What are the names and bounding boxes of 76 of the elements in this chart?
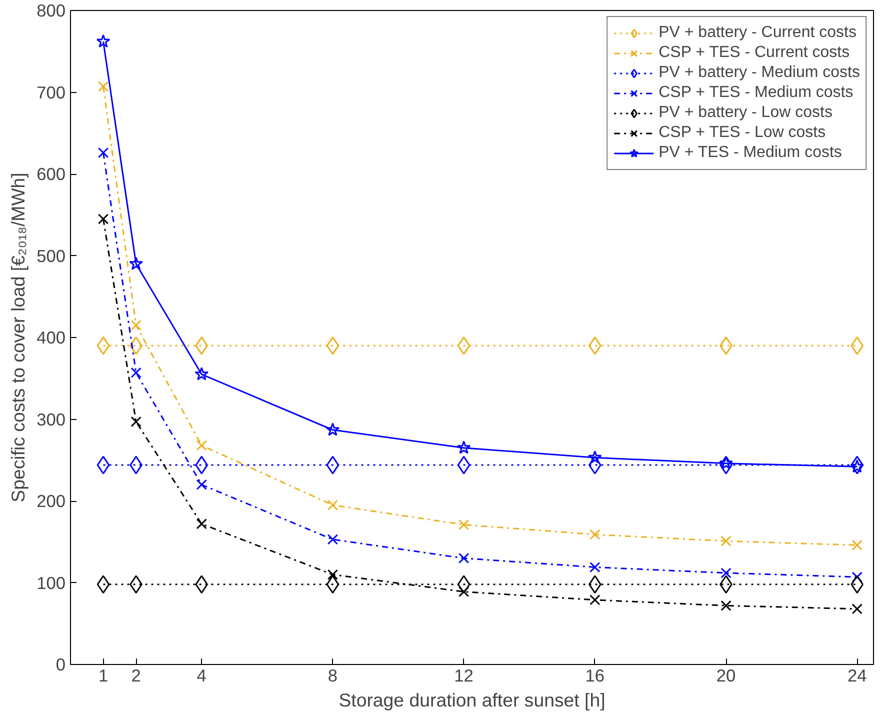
legend-label: PV + TES - Medium costs xyxy=(658,144,842,162)
point xyxy=(327,534,338,545)
point xyxy=(457,575,470,594)
point xyxy=(590,529,600,540)
point xyxy=(194,367,209,380)
y-tick-label: 0 xyxy=(56,654,66,674)
point xyxy=(590,562,600,573)
legend-label: PV + battery - Low costs xyxy=(658,104,832,122)
point xyxy=(96,34,110,48)
x-tick-label: 2 xyxy=(131,666,141,686)
point xyxy=(129,256,143,270)
x-tick-label: 20 xyxy=(716,666,736,686)
point xyxy=(588,450,602,464)
point xyxy=(130,416,142,428)
point xyxy=(456,440,471,454)
point xyxy=(327,569,338,580)
x-tick-label: 1 xyxy=(98,666,108,686)
y-tick-label: 700 xyxy=(36,82,66,102)
y-tick-label: 600 xyxy=(36,164,66,184)
point xyxy=(588,456,602,474)
legend-label: PV + battery - Medium costs xyxy=(658,64,860,82)
point xyxy=(720,568,732,578)
point xyxy=(720,536,732,546)
point xyxy=(852,604,862,614)
point xyxy=(458,519,470,530)
point xyxy=(720,600,732,611)
point xyxy=(98,81,109,92)
point xyxy=(850,575,864,594)
legend-label: PV + battery - Current costs xyxy=(658,24,856,42)
point xyxy=(457,456,470,474)
x-tick-label: 8 xyxy=(328,666,338,686)
point xyxy=(196,518,207,530)
point xyxy=(719,456,733,470)
y-axis-title: Specific costs to cover load [€₂₀₁₈/MWh] xyxy=(8,172,29,502)
legend-label: CSP + TES - Low costs xyxy=(658,124,826,142)
x-axis-title: Storage duration after sunset [h] xyxy=(338,690,606,710)
x-tick-label: 24 xyxy=(847,666,868,686)
point xyxy=(326,422,340,436)
point xyxy=(96,575,110,594)
point xyxy=(195,456,208,474)
point xyxy=(850,459,864,473)
y-tick-label: 500 xyxy=(36,246,66,266)
y-tick-label: 400 xyxy=(36,328,66,348)
point xyxy=(852,572,862,582)
y-tick-label: 100 xyxy=(36,572,66,593)
point xyxy=(195,336,208,355)
point xyxy=(850,456,864,474)
legend-label: CSP + TES - Medium costs xyxy=(658,84,854,102)
point xyxy=(590,594,600,606)
point xyxy=(196,479,207,490)
point xyxy=(98,214,109,224)
point xyxy=(852,540,862,550)
point xyxy=(458,586,470,598)
point xyxy=(850,336,864,355)
point xyxy=(458,552,470,564)
point xyxy=(130,320,142,331)
point xyxy=(588,336,602,355)
point xyxy=(326,575,340,594)
point xyxy=(326,336,340,355)
point xyxy=(98,147,109,158)
x-tick-label: 16 xyxy=(585,666,605,686)
point xyxy=(457,336,470,355)
legend-label: CSP + TES - Current costs xyxy=(658,44,850,62)
point xyxy=(195,575,208,594)
point xyxy=(130,367,142,378)
point xyxy=(327,500,338,510)
point xyxy=(96,336,110,355)
x-tick-label: 4 xyxy=(196,666,207,686)
x-tick-label: 12 xyxy=(454,666,474,686)
point xyxy=(588,575,602,594)
point xyxy=(196,440,207,451)
point xyxy=(96,456,110,474)
y-tick-label: 300 xyxy=(36,409,66,430)
point xyxy=(326,456,340,474)
y-tick-label: 200 xyxy=(36,491,66,511)
y-tick-label: 800 xyxy=(36,0,66,20)
